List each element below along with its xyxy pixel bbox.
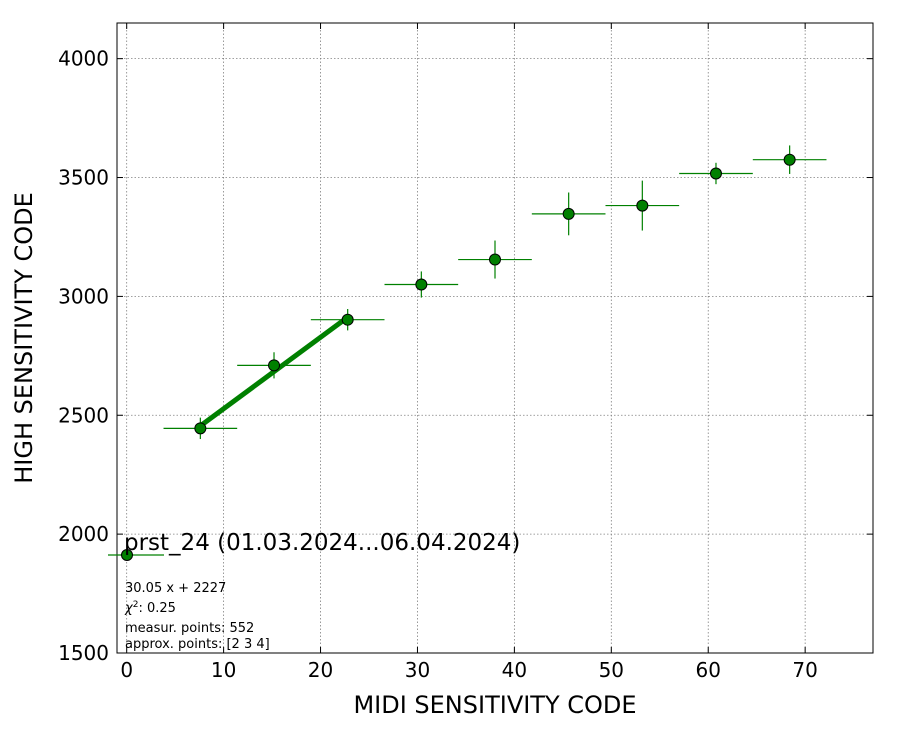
point-marker [341, 313, 354, 326]
chi-symbol: χ [124, 601, 134, 616]
x-tick-label: 70 [792, 658, 817, 682]
x-tick-label: 0 [120, 658, 133, 682]
data-point [605, 180, 680, 231]
y-tick-label: 1500 [58, 641, 109, 665]
point-marker [562, 207, 575, 220]
point-marker [194, 422, 207, 435]
point-marker [268, 359, 281, 372]
data-point [163, 417, 238, 440]
chi-exponent: 2 [133, 600, 139, 610]
y-axis-ticks: 1500 2000 2500 3000 3500 4000 [58, 47, 873, 665]
chi-square: χ2: 0.25 [124, 600, 176, 616]
data-point [679, 162, 753, 185]
point-marker [415, 278, 428, 291]
annotations: 30.05 x + 2227 χ2: 0.25 measur. points: … [124, 581, 270, 652]
point-marker [709, 167, 722, 180]
data-points [163, 145, 827, 440]
approx-points: approx. points: [2 3 4] [125, 637, 270, 652]
y-tick-label: 2500 [58, 403, 109, 427]
y-tick-label: 3500 [58, 166, 109, 190]
x-tick-label: 50 [599, 658, 624, 682]
y-tick-label: 3000 [58, 284, 109, 308]
x-axis-ticks: 0 10 20 30 40 50 60 70 [120, 23, 818, 682]
point-marker [783, 153, 796, 166]
legend-label: prst_24 (01.03.2024...06.04.2024) [124, 530, 520, 556]
data-point [384, 271, 459, 298]
plot-frame [116, 22, 874, 654]
point-marker [489, 253, 501, 266]
legend: prst_24 (01.03.2024...06.04.2024) [108, 530, 520, 561]
x-axis-label: MIDI SENSITIVITY CODE [353, 691, 636, 719]
x-tick-label: 10 [211, 658, 236, 682]
grid [117, 23, 873, 654]
data-point [752, 145, 827, 174]
measured-points: measur. points: 552 [125, 621, 254, 636]
x-tick-label: 60 [696, 658, 721, 682]
y-tick-label: 4000 [58, 47, 109, 71]
data-point [531, 192, 606, 236]
chi-value: : 0.25 [138, 601, 175, 616]
x-tick-label: 20 [308, 658, 333, 682]
data-point [237, 352, 311, 379]
y-tick-label: 2000 [58, 522, 109, 546]
y-axis-label: HIGH SENSITIVITY CODE [10, 192, 38, 484]
x-tick-label: 30 [405, 658, 430, 682]
fit-equation: 30.05 x + 2227 [125, 581, 226, 596]
point-marker [636, 199, 649, 212]
legend-marker [121, 549, 133, 561]
data-point [310, 308, 385, 331]
x-tick-label: 40 [502, 658, 527, 682]
data-point [458, 240, 532, 279]
